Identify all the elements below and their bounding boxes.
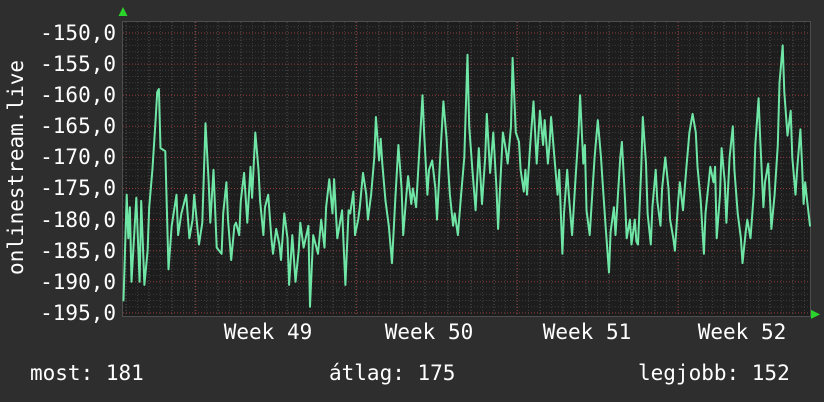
y-axis-tick-label: -185,0 — [40, 239, 116, 263]
x-axis-tick-label: Week 50 — [384, 320, 474, 344]
plot-border — [122, 21, 811, 317]
y-axis-tick-label: -175,0 — [40, 176, 116, 200]
stat-average: átlag: 175 — [329, 361, 456, 385]
y-axis-tick-label: -180,0 — [40, 208, 116, 232]
stat-current: most: 181 — [30, 361, 144, 385]
x-axis-tick-label: Week 49 — [223, 320, 313, 344]
y-axis-tick-label: -150,0 — [40, 21, 116, 45]
y-axis-tick-label: -155,0 — [40, 52, 116, 76]
x-axis-arrow-icon — [811, 309, 820, 319]
x-axis-tick-label: Week 52 — [697, 320, 787, 344]
y-axis-tick-label: -170,0 — [40, 145, 116, 169]
y-axis-tick-label: -160,0 — [40, 83, 116, 107]
y-axis-tick-label: -195,0 — [40, 301, 116, 325]
y-axis-arrow-icon — [118, 7, 128, 16]
series-line — [122, 44, 811, 308]
x-axis-tick-label: Week 51 — [542, 320, 632, 344]
y-axis-tick-label: -165,0 — [40, 114, 116, 138]
stat-best: legjobb: 152 — [638, 361, 790, 385]
y-axis-tick-label: -190,0 — [40, 270, 116, 294]
